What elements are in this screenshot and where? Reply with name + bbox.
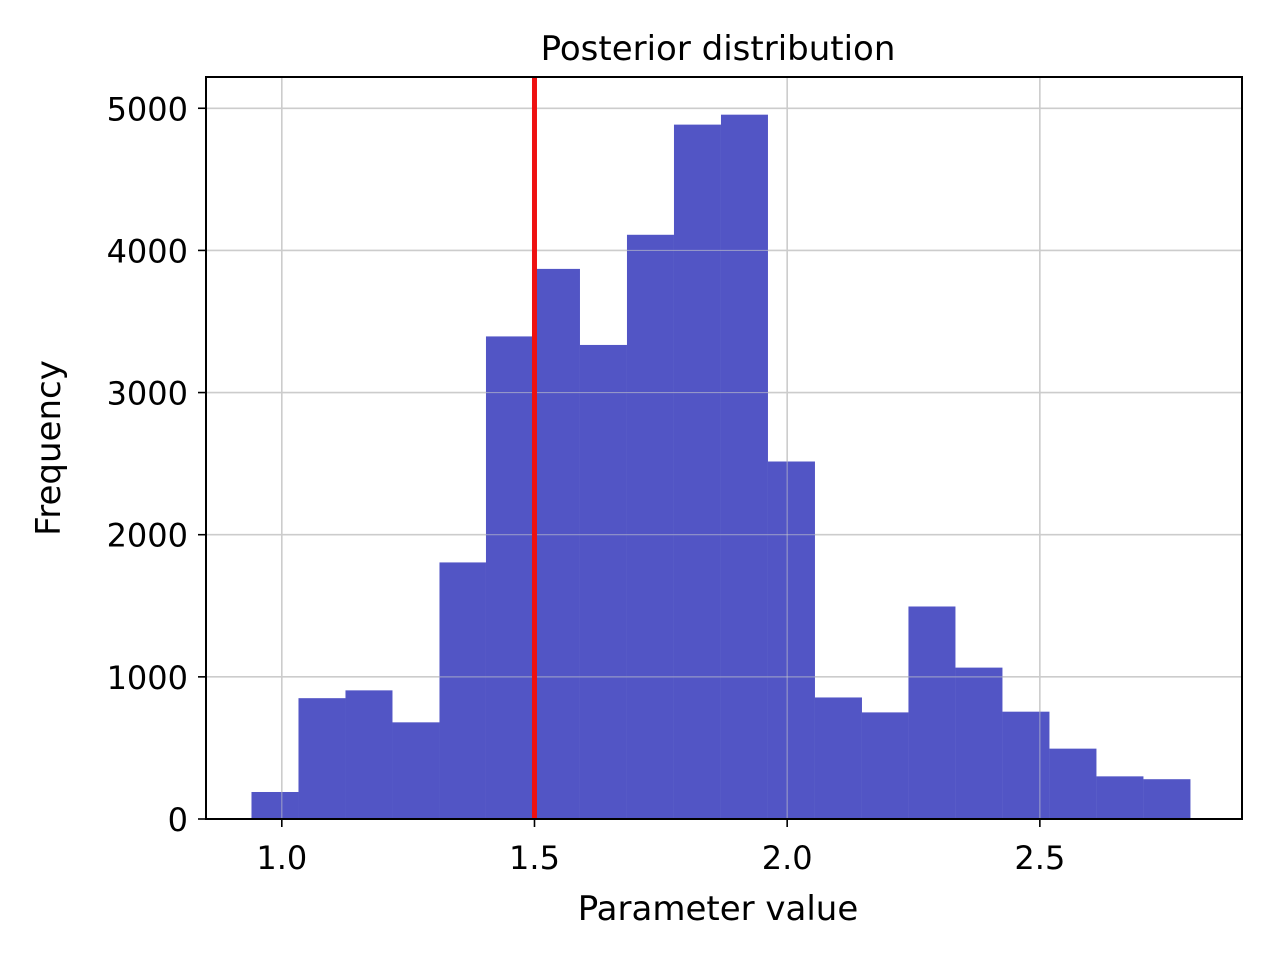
y-tick-label: 5000 <box>107 90 188 128</box>
histogram-bar <box>251 791 299 819</box>
histogram-bar <box>1002 711 1050 819</box>
histogram-bar <box>579 344 627 819</box>
chart-title: Posterior distribution <box>541 29 896 69</box>
x-tick-label: 2.0 <box>762 839 813 877</box>
y-tick-label: 1000 <box>107 659 188 697</box>
histogram-bar <box>767 461 815 819</box>
y-tick-label: 0 <box>168 801 188 839</box>
histogram-bar <box>392 722 440 819</box>
x-tick-label: 2.5 <box>1014 839 1065 877</box>
histogram-bar <box>861 712 909 819</box>
histogram-bar <box>673 124 721 819</box>
histogram-bar <box>955 667 1003 819</box>
histogram-bar <box>1096 776 1144 819</box>
histogram-bar <box>298 698 346 819</box>
histogram-bar <box>345 690 393 819</box>
histogram-bar <box>1143 779 1191 819</box>
x-tick-label: 1.5 <box>509 839 560 877</box>
histogram-bar <box>626 234 674 819</box>
histogram-bar <box>532 268 580 819</box>
histogram-bars <box>251 114 1191 819</box>
y-tick-label: 4000 <box>107 232 188 270</box>
histogram-bar <box>485 336 533 819</box>
reference-line-layer <box>206 77 1242 820</box>
axis-ticks: 1.0 1.5 2.0 2.5 0 1000 2000 3000 4000 5000 <box>107 90 1066 877</box>
histogram-bar <box>908 606 956 819</box>
y-tick-label: 3000 <box>107 375 188 413</box>
histogram-bar <box>814 697 862 819</box>
y-tick-label: 2000 <box>107 517 188 555</box>
histogram-bar <box>1049 748 1097 819</box>
x-tick-label: 1.0 <box>256 839 307 877</box>
plot-frame <box>205 76 1243 820</box>
histogram-bar <box>720 114 768 819</box>
histogram-bar <box>439 562 486 819</box>
x-axis-label: Parameter value <box>578 889 859 929</box>
y-axis-label: Frequency <box>29 360 69 536</box>
